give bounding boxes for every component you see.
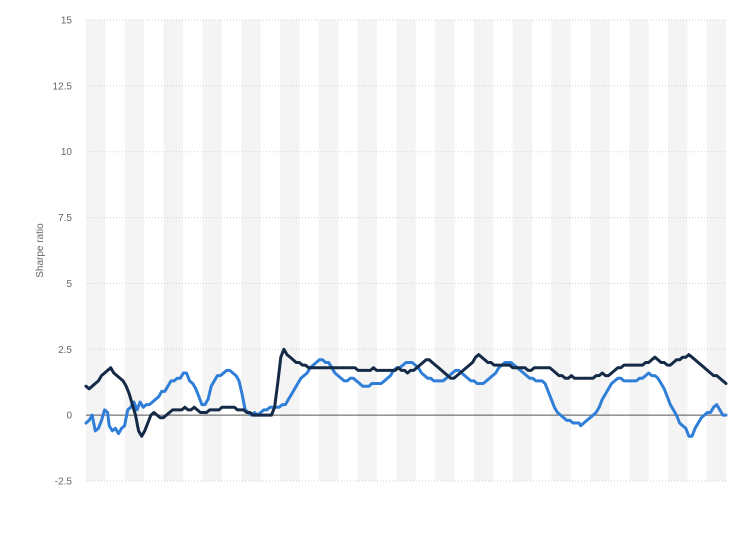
- background-band: [435, 20, 455, 481]
- background-band: [396, 20, 416, 481]
- y-tick-label: 15: [61, 16, 73, 27]
- background-band: [512, 20, 533, 481]
- background-band: [86, 20, 106, 481]
- background-band: [668, 20, 688, 481]
- background-band: [241, 20, 261, 481]
- series-line-1: [84, 358, 728, 438]
- y-tick-label: 10: [61, 147, 73, 158]
- y-tick-label: 0: [66, 411, 72, 422]
- y-tick-label: 2.5: [58, 345, 72, 356]
- y-tick-label: 5: [66, 279, 72, 290]
- background-band: [551, 20, 571, 481]
- background-band: [629, 20, 649, 481]
- y-tick-label: 7.5: [58, 213, 72, 224]
- y-axis-title: Sharpe ratio: [35, 223, 46, 278]
- y-tick-label: -2.5: [55, 477, 73, 488]
- background-band: [124, 20, 145, 481]
- y-axis-tick-labels: 15 12.5 10 7.5 5 2.5 0 -2.5: [53, 16, 73, 488]
- vertical-bands: [86, 20, 726, 481]
- background-band: [163, 20, 183, 481]
- background-band: [357, 20, 377, 481]
- background-band: [280, 20, 300, 481]
- background-band: [202, 20, 222, 481]
- y-tick-label: 12.5: [53, 81, 73, 92]
- background-band: [706, 20, 726, 481]
- background-band: [474, 20, 494, 481]
- series-line-2: [84, 347, 728, 438]
- background-band: [590, 20, 610, 481]
- background-band: [318, 20, 339, 481]
- series-lines: [84, 347, 728, 438]
